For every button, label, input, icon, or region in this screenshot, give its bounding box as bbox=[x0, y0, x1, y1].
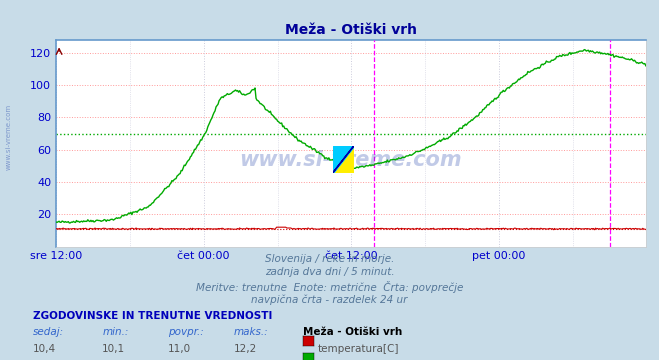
Text: temperatura[C]: temperatura[C] bbox=[318, 344, 399, 354]
Text: www.si-vreme.com: www.si-vreme.com bbox=[240, 150, 462, 170]
Polygon shape bbox=[333, 146, 354, 173]
Polygon shape bbox=[333, 146, 354, 173]
Text: maks.:: maks.: bbox=[234, 327, 269, 337]
Text: zadnja dva dni / 5 minut.: zadnja dva dni / 5 minut. bbox=[265, 267, 394, 278]
Text: 10,4: 10,4 bbox=[33, 344, 56, 354]
Text: min.:: min.: bbox=[102, 327, 129, 337]
Text: navpična črta - razdelek 24 ur: navpična črta - razdelek 24 ur bbox=[251, 295, 408, 305]
Text: povpr.:: povpr.: bbox=[168, 327, 204, 337]
Text: Slovenija / reke in morje.: Slovenija / reke in morje. bbox=[265, 254, 394, 264]
Title: Meža - Otiški vrh: Meža - Otiški vrh bbox=[285, 23, 417, 37]
Polygon shape bbox=[333, 146, 354, 173]
Text: www.si-vreme.com: www.si-vreme.com bbox=[5, 104, 11, 170]
Text: 12,2: 12,2 bbox=[234, 344, 257, 354]
Text: Meža - Otiški vrh: Meža - Otiški vrh bbox=[303, 327, 403, 337]
Text: sedaj:: sedaj: bbox=[33, 327, 64, 337]
Text: 10,1: 10,1 bbox=[102, 344, 125, 354]
Text: ZGODOVINSKE IN TRENUTNE VREDNOSTI: ZGODOVINSKE IN TRENUTNE VREDNOSTI bbox=[33, 311, 272, 321]
Text: Meritve: trenutne  Enote: metrične  Črta: povprečje: Meritve: trenutne Enote: metrične Črta: … bbox=[196, 281, 463, 293]
Text: 11,0: 11,0 bbox=[168, 344, 191, 354]
